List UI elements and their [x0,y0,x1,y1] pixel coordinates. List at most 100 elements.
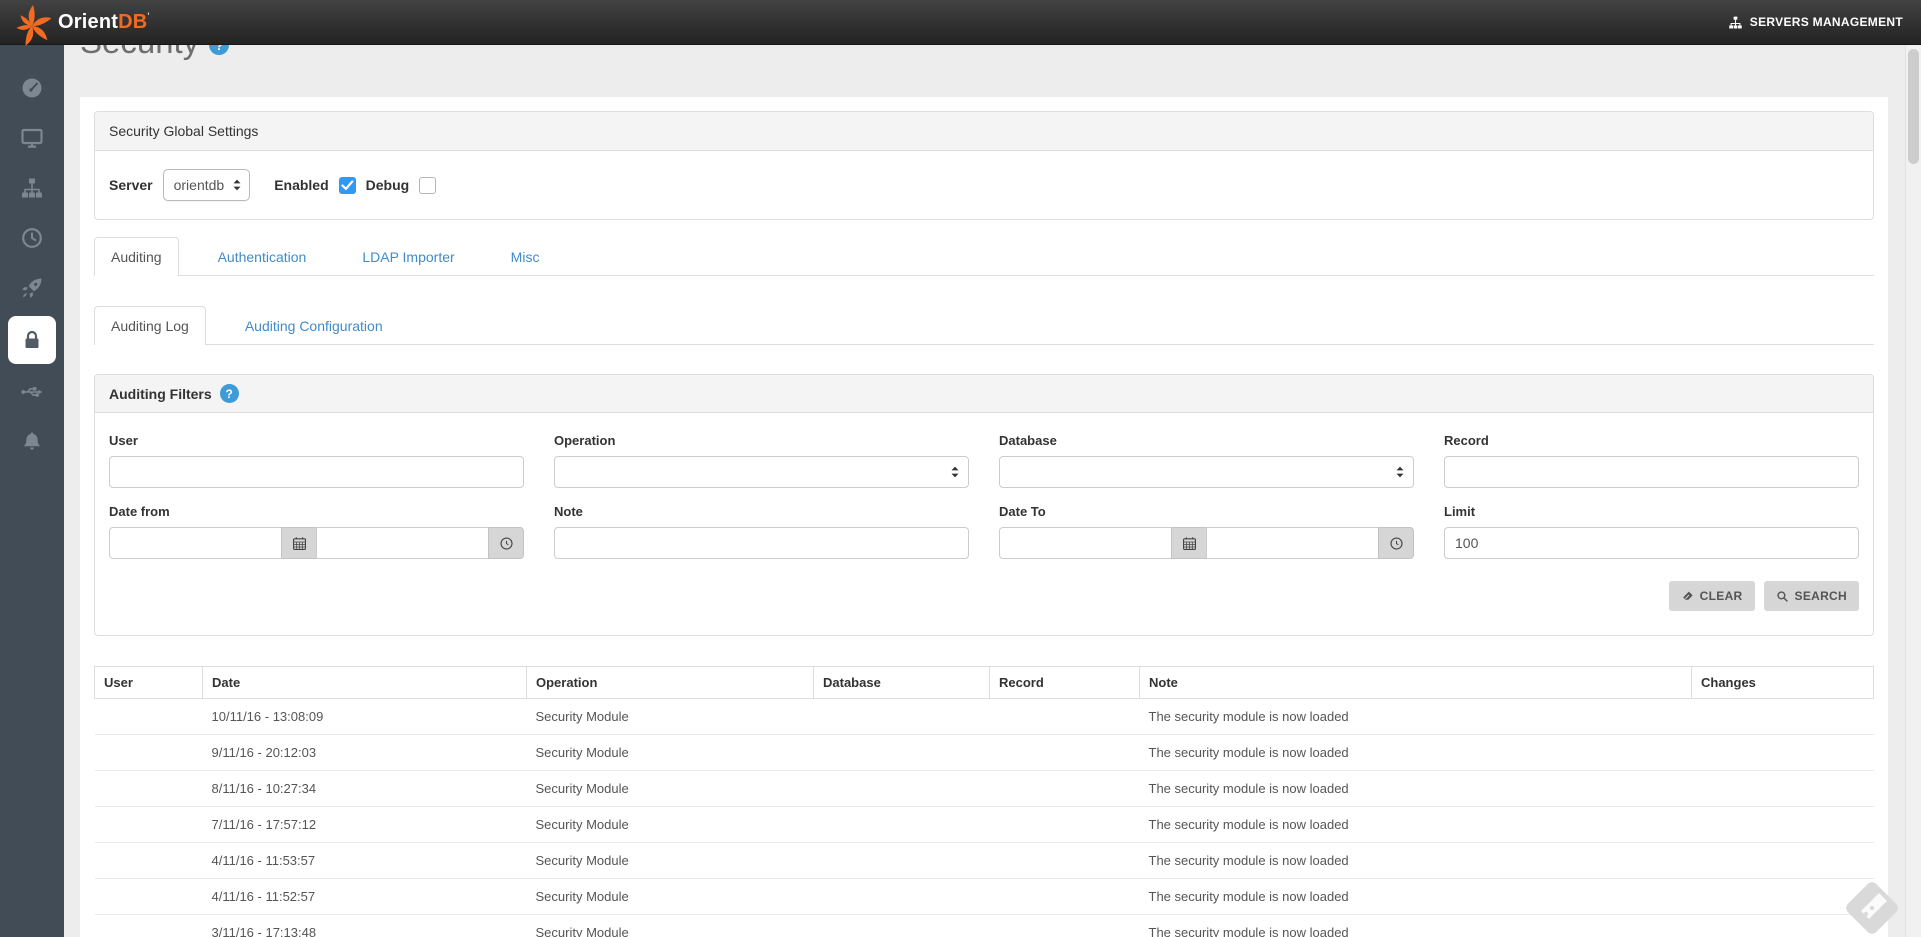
filters-panel-heading: Auditing Filters ? [95,375,1873,413]
note-label: Note [554,504,583,519]
orientdb-brand[interactable]: OrientDB' [10,0,150,53]
table-row[interactable]: 10/11/16 - 13:08:09 Security Module The se… [94,698,1874,735]
settings-panel-heading: Security Global Settings [95,112,1873,151]
sidebar-item-teleporter[interactable] [0,367,64,417]
calendar-icon [292,536,306,550]
filter-field-operation: Operation [554,433,969,488]
date-from-date-input[interactable] [109,527,282,559]
calendar-icon [1182,536,1196,550]
page-scrollbar[interactable] [1905,45,1921,937]
server-select[interactable]: orientdb [162,169,251,201]
audit-log-table: User Date Operation Database Record Note… [94,666,1874,937]
subtab-auditing-configuration[interactable]: Auditing Configuration [244,318,383,334]
date-to-date-input[interactable] [999,527,1172,559]
clock-icon [499,536,513,550]
clock-icon [1389,536,1403,550]
limit-input[interactable] [1444,527,1859,559]
col-note: Note [1139,666,1692,699]
main-content: Security ? Security Global Settings Serv… [64,0,1921,937]
select-arrows-icon [1395,465,1405,479]
brand-text: OrientDB' [58,10,150,33]
enabled-checkbox[interactable] [338,176,356,194]
filters-title: Auditing Filters [109,385,212,402]
clock-icon [22,228,42,248]
servers-management-button[interactable]: SERVERS MANAGEMENT [1728,15,1903,30]
select-arrows-icon [232,178,242,192]
eraser-icon [1682,591,1693,600]
clear-button-label: CLEAR [1699,589,1743,603]
user-input[interactable] [109,456,524,488]
date-to-clock-button[interactable] [1378,527,1414,559]
filters-help-icon[interactable]: ? [219,384,239,403]
server-label: Server [109,177,153,193]
table-row[interactable]: 9/11/16 - 20:12:03 Security Module The sec… [94,734,1874,771]
scrollbar-thumb[interactable] [1908,49,1919,164]
tab-authentication[interactable]: Authentication [217,249,307,265]
date-to-calendar-button[interactable] [1171,527,1207,559]
database-select[interactable] [999,456,1414,488]
settings-panel-body: Server orientdb Enabled Debug [95,151,1873,219]
filter-field-user: User [109,433,524,488]
col-operation: Operation [526,666,814,699]
orientdb-starburst-icon [16,5,52,46]
filters-panel-body: User Operation Database [95,413,1873,635]
search-button-label: SEARCH [1794,589,1847,603]
sidebar-item-security[interactable] [8,316,56,364]
date-to-time-input[interactable] [1206,527,1379,559]
server-select-value: orientdb [173,177,225,193]
filter-field-date-to: Date To [999,504,1414,559]
table-header-row: User Date Operation Database Record Note… [94,666,1874,699]
main-tabs: Auditing Authentication LDAP Importer Mi… [94,236,1874,276]
sidebar-item-metrics[interactable] [0,263,64,313]
content-card: Security Global Settings Server orientdb… [80,97,1888,937]
database-label: Database [999,433,1057,448]
col-record: Record [989,666,1140,699]
debug-checkbox[interactable] [419,176,437,194]
monitor-icon [21,128,43,148]
filter-actions: CLEAR SEARCH [109,581,1859,611]
table-row[interactable]: 3/11/16 - 17:13:48 Security Module The sec… [94,914,1874,937]
date-to-label: Date To [999,504,1046,519]
clear-button[interactable]: CLEAR [1668,581,1755,611]
sidebar-item-alerts[interactable] [0,417,64,467]
search-icon [1776,590,1788,602]
sidebar-item-cluster[interactable] [0,163,64,213]
orientdb-watermark-logo [1843,879,1901,937]
table-row[interactable]: 7/11/16 - 17:57:12 Security Module The sec… [94,806,1874,843]
note-input[interactable] [554,527,969,559]
select-arrows-icon [950,465,960,479]
filter-field-database: Database [999,433,1414,488]
top-navbar: OrientDB' SERVERS MANAGEMENT [0,0,1921,46]
date-from-clock-button[interactable] [488,527,524,559]
operation-select[interactable] [554,456,969,488]
servers-management-label: SERVERS MANAGEMENT [1749,15,1903,29]
sidebar-item-servers[interactable] [0,113,64,163]
filter-field-date-from: Date from [109,504,524,559]
record-label: Record [1444,433,1489,448]
subtab-auditing-log[interactable]: Auditing Log [94,306,206,345]
auditing-filters-panel: Auditing Filters ? User Operation [94,374,1874,636]
col-date: Date [202,666,527,699]
table-row[interactable]: 8/11/16 - 10:27:34 Security Module The sec… [94,770,1874,807]
table-row[interactable]: 4/11/16 - 11:53:57 Security Module The sec… [94,842,1874,879]
table-row[interactable]: 4/11/16 - 11:52:57 Security Module The sec… [94,878,1874,915]
left-sidebar [0,45,64,937]
sitemap-icon [22,178,42,198]
search-button[interactable]: SEARCH [1763,581,1859,611]
date-from-calendar-button[interactable] [281,527,317,559]
tab-auditing[interactable]: Auditing [94,237,179,276]
enabled-label: Enabled [274,177,329,193]
tab-misc[interactable]: Misc [510,249,540,265]
debug-label: Debug [365,177,410,193]
tab-ldap-importer[interactable]: LDAP Importer [362,249,455,265]
rocket-icon [22,278,42,298]
date-from-label: Date from [109,504,170,519]
gauge-icon [22,78,42,98]
sidebar-item-events[interactable] [0,213,64,263]
record-input[interactable] [1444,456,1859,488]
date-from-time-input[interactable] [316,527,489,559]
filter-field-limit: Limit [1444,504,1859,559]
filter-field-record: Record [1444,433,1859,488]
sidebar-item-dashboard[interactable] [0,63,64,113]
check-icon [341,179,354,190]
